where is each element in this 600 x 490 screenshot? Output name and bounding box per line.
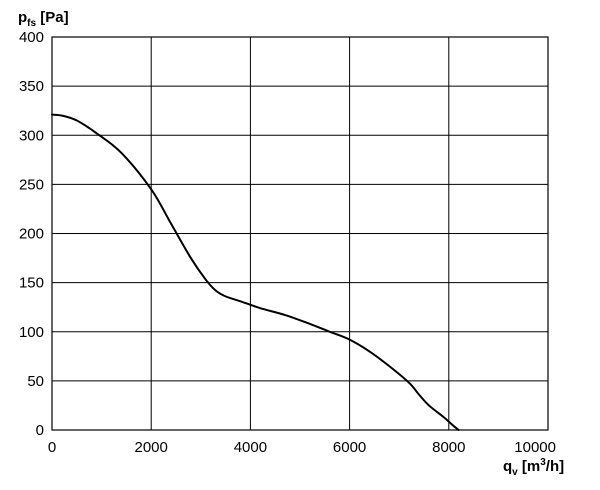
y-tick-label: 0 — [36, 422, 44, 439]
x-tick-label: 0 — [48, 439, 56, 456]
y-tick-labels: 0 50 100 150 200 250 300 350 400 — [19, 29, 44, 439]
y-tick-label: 250 — [19, 176, 44, 193]
x-tick-label: 8000 — [432, 439, 465, 456]
y-tick-label: 150 — [19, 275, 44, 292]
x-axis-label: qv [m3/h] — [503, 457, 564, 478]
x-tick-label: 4000 — [234, 439, 267, 456]
y-tick-label: 300 — [19, 127, 44, 144]
y-tick-label: 100 — [19, 324, 44, 341]
grid — [51, 36, 549, 431]
y-tick-label: 200 — [19, 226, 44, 243]
plot-frame — [51, 36, 549, 431]
y-tick-label: 400 — [19, 29, 44, 46]
x-tick-label: 6000 — [333, 439, 366, 456]
x-tick-label: 10000 — [514, 439, 556, 456]
series-line — [51, 113, 460, 431]
y-tick-label: 350 — [19, 78, 44, 95]
x-tick-labels: 0 2000 4000 6000 8000 10000 — [48, 439, 556, 456]
x-tick-label: 2000 — [135, 439, 168, 456]
y-tick-label: 50 — [27, 373, 44, 390]
y-axis-label: pfs [Pa] — [18, 9, 69, 29]
